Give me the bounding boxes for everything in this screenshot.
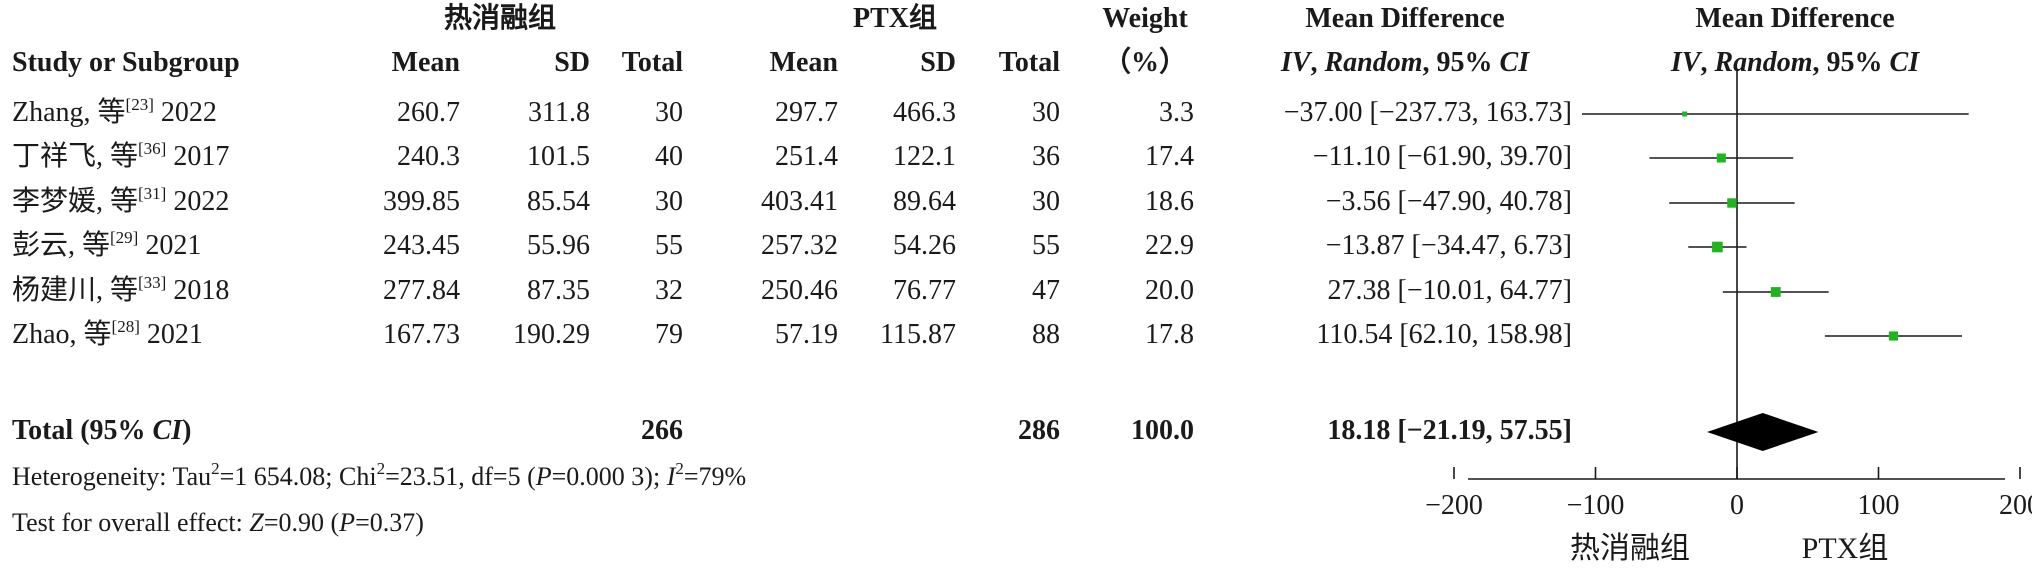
mean2-cell: 250.46 [761, 275, 838, 306]
study-label: 彭云, 等[29] 2021 [12, 228, 202, 261]
total-label: Total (95% CI) [12, 415, 192, 446]
sd2-cell: 466.3 [893, 97, 956, 128]
study-label: 李梦媛, 等[31] 2022 [12, 184, 230, 217]
total2-cell: 30 [1032, 186, 1060, 217]
mean2-header: Mean [769, 47, 838, 78]
mean1-cell: 240.3 [397, 141, 460, 172]
heterogeneity-text: Heterogeneity: Tau2=1 654.08; Chi2=23.51… [12, 459, 747, 491]
x-tick-label: −200 [1425, 490, 1483, 521]
total2-cell: 47 [1032, 275, 1060, 306]
sd1-cell: 101.5 [527, 141, 590, 172]
mean2-cell: 257.32 [761, 230, 838, 261]
total2-header: Total [998, 47, 1060, 78]
group1-header: 热消融组 [443, 3, 556, 34]
total1-header: Total [621, 47, 683, 78]
effect-marker [1716, 153, 1726, 163]
weight-header: Weight [1102, 3, 1188, 34]
total2-cell: 55 [1032, 230, 1060, 261]
overall-effect-text: Test for overall effect: Z=0.90 (P=0.37) [12, 508, 424, 537]
study-label: 丁祥飞, 等[36] 2017 [12, 139, 230, 172]
md-ci-cell: −3.56 [−47.90, 40.78] [1325, 186, 1572, 217]
total2-cell: 30 [1032, 97, 1060, 128]
effect-marker [1888, 331, 1898, 341]
total-weight-cell: 100.0 [1131, 415, 1194, 446]
mean2-cell: 297.7 [775, 97, 838, 128]
mean1-cell: 243.45 [383, 230, 460, 261]
total2-cell: 88 [1032, 319, 1060, 350]
total1-cell: 55 [655, 230, 683, 261]
total-md-ci-cell: 18.18 [−21.19, 57.55] [1327, 415, 1572, 446]
plot-md-header: Mean Difference [1695, 3, 1895, 34]
x-tick-label: −100 [1567, 490, 1625, 521]
mean1-cell: 167.73 [383, 319, 460, 350]
total1-cell: 79 [655, 319, 683, 350]
weight-cell: 20.0 [1145, 275, 1194, 306]
effect-marker [1727, 198, 1737, 208]
weight-unit: （%） [1102, 47, 1187, 78]
sd2-cell: 54.26 [893, 230, 956, 261]
x-tick-label: 100 [1858, 490, 1900, 521]
weight-cell: 22.9 [1145, 230, 1194, 261]
plot-md-method: IV, Random, 95% CI [1670, 47, 1920, 78]
sd1-header: SD [554, 47, 590, 78]
study-label: Zhao, 等[28] 2021 [12, 317, 203, 350]
md-ci-cell: −11.10 [−61.90, 39.70] [1312, 141, 1572, 172]
sd2-cell: 115.87 [880, 319, 956, 350]
effect-marker [1770, 287, 1781, 297]
sd1-cell: 311.8 [528, 97, 590, 128]
total2-cell: 286 [1018, 415, 1060, 446]
md-header: Mean Difference [1305, 3, 1505, 34]
mean1-cell: 260.7 [397, 97, 460, 128]
sd1-cell: 87.35 [527, 275, 590, 306]
total1-cell: 30 [655, 97, 683, 128]
total2-cell: 36 [1032, 141, 1060, 172]
mean1-header: Mean [391, 47, 460, 78]
x-tick-label: 0 [1730, 490, 1744, 521]
sd1-cell: 190.29 [513, 319, 590, 350]
sd2-cell: 122.1 [893, 141, 956, 172]
weight-cell: 18.6 [1145, 186, 1194, 217]
sd2-cell: 89.64 [893, 186, 956, 217]
weight-cell: 17.8 [1145, 319, 1194, 350]
weight-cell: 17.4 [1145, 141, 1194, 172]
group2-header: PTX组 [852, 3, 937, 34]
md-ci-cell: −13.87 [−34.47, 6.73] [1325, 230, 1572, 261]
sd2-cell: 76.77 [893, 275, 956, 306]
md-ci-cell: 27.38 [−10.01, 64.77] [1327, 275, 1572, 306]
favours-right-label: PTX组 [1801, 532, 1889, 565]
sd2-header: SD [920, 47, 956, 78]
effect-marker [1712, 241, 1723, 253]
effect-marker [1682, 111, 1688, 117]
mean1-cell: 399.85 [383, 186, 460, 217]
md-ci-cell: 110.54 [62.10, 158.98] [1316, 319, 1572, 350]
x-tick-label: 200 [1999, 490, 2032, 521]
favours-left-label: 热消融组 [1570, 532, 1690, 565]
md-ci-cell: −37.00 [−237.73, 163.73] [1283, 97, 1572, 128]
mean2-cell: 251.4 [775, 141, 838, 172]
mean2-cell: 57.19 [775, 319, 838, 350]
total1-cell: 32 [655, 275, 683, 306]
mean2-cell: 403.41 [761, 186, 838, 217]
sd1-cell: 55.96 [527, 230, 590, 261]
total1-cell: 30 [655, 186, 683, 217]
study-label: Zhang, 等[23] 2022 [12, 95, 217, 128]
study-header: Study or Subgroup [12, 47, 240, 78]
md-method: IV, Random, 95% CI [1280, 47, 1530, 78]
total1-cell: 40 [655, 141, 683, 172]
study-label: 杨建川, 等[33] 2018 [12, 273, 230, 306]
weight-cell: 3.3 [1159, 97, 1194, 128]
sd1-cell: 85.54 [527, 186, 590, 217]
total1-cell: 266 [641, 415, 683, 446]
pooled-diamond [1707, 413, 1819, 451]
mean1-cell: 277.84 [383, 275, 460, 306]
